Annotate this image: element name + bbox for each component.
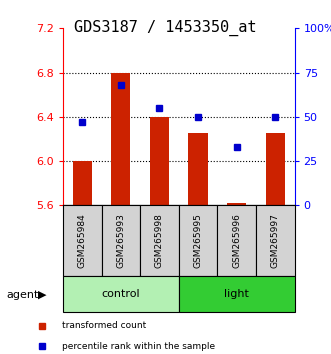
Bar: [63, 205, 102, 276]
Bar: [111, 73, 130, 205]
Bar: [63, 276, 179, 312]
Bar: [256, 205, 295, 276]
Text: GSM265993: GSM265993: [116, 213, 125, 268]
Text: GSM265997: GSM265997: [271, 213, 280, 268]
Bar: [140, 205, 179, 276]
Text: percentile rank within the sample: percentile rank within the sample: [62, 342, 215, 351]
Text: GSM265998: GSM265998: [155, 213, 164, 268]
Text: ▶: ▶: [38, 290, 47, 299]
Bar: [179, 276, 295, 312]
Bar: [227, 203, 246, 205]
Text: agent: agent: [7, 290, 39, 299]
Text: GSM265996: GSM265996: [232, 213, 241, 268]
Bar: [188, 133, 208, 205]
Text: light: light: [224, 289, 249, 299]
Text: GSM265995: GSM265995: [194, 213, 203, 268]
Bar: [150, 117, 169, 205]
Text: control: control: [102, 289, 140, 299]
Bar: [179, 205, 217, 276]
Bar: [72, 161, 92, 205]
Text: GSM265984: GSM265984: [78, 213, 87, 268]
Text: transformed count: transformed count: [62, 321, 147, 331]
Text: GDS3187 / 1453350_at: GDS3187 / 1453350_at: [74, 19, 257, 36]
Bar: [102, 205, 140, 276]
Bar: [217, 205, 256, 276]
Bar: [265, 133, 285, 205]
